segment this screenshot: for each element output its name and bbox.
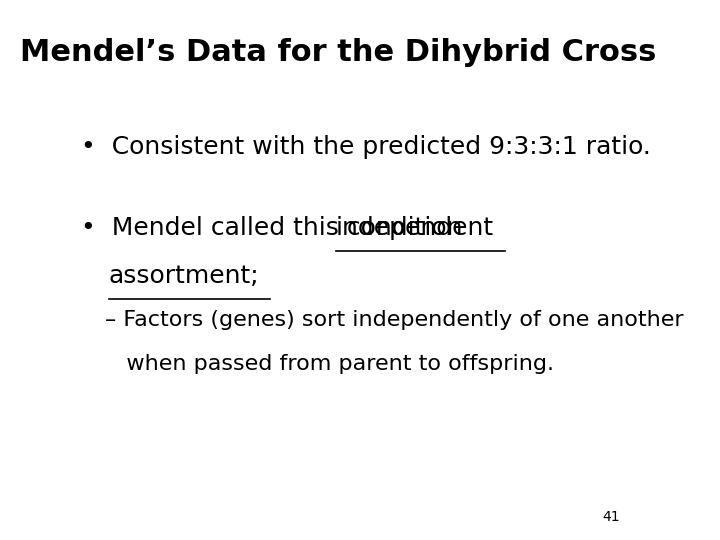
Text: •  Mendel called this condition: • Mendel called this condition — [81, 216, 471, 240]
Text: Mendel’s Data for the Dihybrid Cross: Mendel’s Data for the Dihybrid Cross — [20, 38, 657, 67]
Text: – Factors (genes) sort independently of one another: – Factors (genes) sort independently of … — [105, 310, 684, 330]
Text: independent: independent — [336, 216, 494, 240]
Text: when passed from parent to offspring.: when passed from parent to offspring. — [105, 354, 554, 374]
Text: 41: 41 — [603, 510, 620, 524]
Text: assortment;: assortment; — [109, 264, 259, 287]
Text: •  Consistent with the predicted 9:3:3:1 ratio.: • Consistent with the predicted 9:3:3:1 … — [81, 135, 651, 159]
